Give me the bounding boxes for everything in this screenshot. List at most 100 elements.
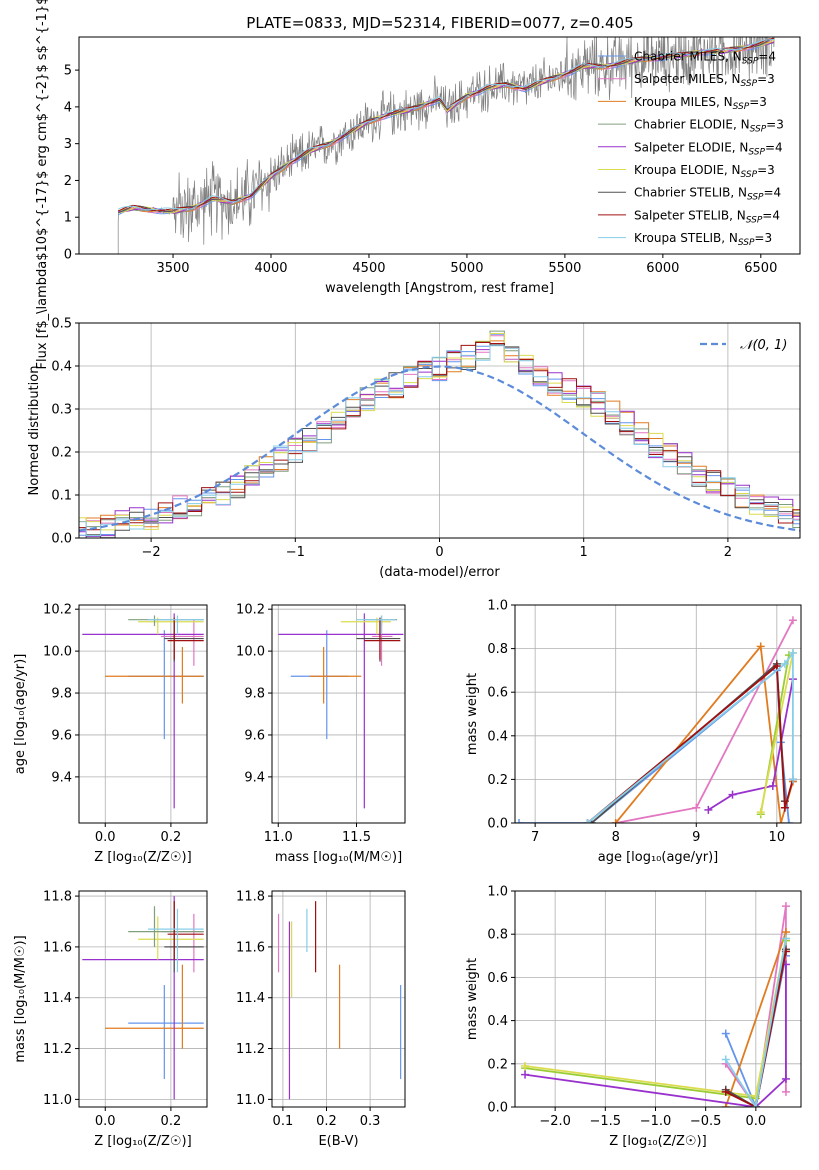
- x-tick-label: −1.5: [590, 1114, 622, 1129]
- age_vs_Z-panel: 0.0 0.2 9.4 9.6 9.8 10.0 10.2 Z [log₁₀(Z/Z☉)] ag…: [13, 603, 208, 865]
- y-tick-label: 11.4: [43, 991, 72, 1006]
- normal-curve: [79, 365, 800, 532]
- x-tick-label: −1.0: [640, 1114, 672, 1129]
- y-tick-label: 10.2: [43, 603, 72, 618]
- points: [82, 613, 204, 809]
- legend-entry: Chabrier MILES, NSSP=4: [634, 50, 776, 67]
- axes-frame: [78, 36, 801, 255]
- legend-entry: Salpeter ELODIE, NSSP=4: [634, 140, 783, 157]
- x-axis-label: age [log₁₀(age/yr)]: [598, 850, 719, 865]
- x-tick-label: 5000: [450, 261, 483, 276]
- y-tick-label: 0.4: [487, 729, 508, 744]
- x-tick-label: −2.0: [539, 1114, 571, 1129]
- spectrum-traces: [117, 37, 775, 254]
- mass_vs_Z-panel: 0.0 0.2 11.0 11.2 11.4 11.6 11.8 Z [log₁₀(Z/Z☉)…: [13, 890, 208, 1149]
- x-tick-label: 0.0: [745, 1114, 766, 1129]
- x-tick-label: 0.2: [161, 1114, 182, 1129]
- weight-line: [586, 664, 794, 823]
- weight-line: [524, 964, 787, 1107]
- y-axis-label: mass weight: [465, 673, 480, 755]
- weight-line: [724, 938, 787, 1107]
- x-axis-label: Z [log₁₀(Z/Z☉)]: [609, 1134, 706, 1149]
- x-tick-label: 6500: [744, 261, 777, 276]
- x-tick-label: 8: [612, 830, 620, 845]
- y-axis-label: mass [log₁₀(M/M☉)]: [13, 935, 28, 1062]
- x-tick-label: 9: [692, 830, 700, 845]
- x-tick-label: 5500: [548, 261, 581, 276]
- y-tick-label: 11.8: [236, 890, 265, 905]
- weight-line: [615, 619, 794, 823]
- y-tick-label: 10.0: [236, 645, 265, 660]
- axes-frame: [78, 604, 208, 824]
- panels: 3500 4000 4500 5000 5500 6000 6500 0 1 2 3 4 5 wavele…: [13, 0, 802, 1149]
- y-tick-label: 0.1: [51, 489, 72, 504]
- y-tick-label: 0.0: [487, 817, 508, 832]
- y-tick-label: 4: [64, 100, 72, 115]
- histograms: [79, 330, 800, 538]
- y-tick-label: 0.2: [51, 446, 72, 461]
- legend-entry: Chabrier ELODIE, NSSP=3: [634, 118, 784, 135]
- histogram-steps: [79, 342, 800, 531]
- x-axis-label: (data-model)/error: [379, 565, 500, 580]
- residuals-panel: −2 −1 0 1 2 0.0 0.1 0.2 0.3 0.4 0.5 (data-model)/er…: [27, 317, 801, 580]
- legend-entry: Chabrier STELIB, NSSP=4: [634, 186, 781, 203]
- weight-line: [759, 652, 794, 813]
- y-tick-label: 11.4: [236, 991, 265, 1006]
- x-tick-label: 0.2: [316, 1114, 337, 1129]
- x-tick-label: 0.1: [273, 1114, 294, 1129]
- x-tick-label: 2: [724, 545, 732, 560]
- y-tick-label: 11.6: [236, 940, 265, 955]
- x-axis-label: mass [log₁₀(M/M☉)]: [275, 850, 402, 865]
- weight-line: [725, 951, 787, 1107]
- x-tick-label: 4000: [254, 261, 287, 276]
- figure-title: PLATE=0833, MJD=52314, FIBERID=0077, z=0…: [246, 14, 633, 32]
- y-tick-label: 9.6: [51, 728, 72, 743]
- weight_vs_Z-panel: −2.0 −1.5 −1.0 −0.5 0.0 0.0 0.2 0.4 0.6 0.8 1.0 Z […: [465, 885, 802, 1149]
- y-tick-label: 11.6: [43, 940, 72, 955]
- x-axis-label: Z [log₁₀(Z/Z☉)]: [94, 850, 191, 865]
- x-tick-label: 0.0: [95, 830, 116, 845]
- x-tick-label: 0.0: [95, 1114, 116, 1129]
- x-tick-label: 4500: [352, 261, 385, 276]
- y-tick-label: 5: [64, 64, 72, 79]
- y-tick-label: 0.4: [487, 1014, 508, 1029]
- x-axis-label: wavelength [Angstrom, rest frame]: [325, 281, 554, 296]
- x-tick-label: 7: [531, 830, 539, 845]
- x-tick-label: −0.5: [690, 1114, 722, 1129]
- y-tick-label: 11.0: [236, 1093, 265, 1108]
- legend-entry: Salpeter STELIB, NSSP=4: [634, 208, 780, 225]
- x-tick-label: 0: [435, 545, 443, 560]
- y-tick-label: 1: [64, 211, 72, 226]
- y-tick-label: 9.6: [244, 728, 265, 743]
- x-tick-label: 11.0: [264, 830, 293, 845]
- x-tick-label: 0.3: [360, 1114, 381, 1129]
- y-tick-label: 3: [64, 137, 72, 152]
- axes-frame: [78, 322, 801, 539]
- series: [515, 616, 797, 823]
- y-tick-label: 0.0: [487, 1101, 508, 1116]
- y-tick-label: 0.6: [487, 686, 508, 701]
- y-tick-label: 11.2: [43, 1042, 72, 1057]
- axes-frame: [78, 890, 208, 1108]
- y-tick-label: 11.2: [236, 1042, 265, 1057]
- x-axis-label: Z [log₁₀(Z/Z☉)]: [94, 1134, 191, 1149]
- age_vs_mass-panel: 11.0 11.5 9.4 9.6 9.8 10.0 10.2 mass [log₁₀(M/M…: [236, 603, 406, 865]
- y-tick-label: 9.8: [244, 687, 265, 702]
- points: [82, 896, 204, 1100]
- x-axis-label: E(B-V): [318, 1134, 358, 1149]
- x-tick-label: −1: [286, 545, 305, 560]
- y-tick-label: 1.0: [487, 599, 508, 614]
- y-tick-label: 2: [64, 174, 72, 189]
- histogram-steps: [79, 340, 800, 528]
- x-tick-label: 10: [769, 830, 786, 845]
- points: [278, 613, 404, 809]
- y-axis-label: age [log₁₀(age/yr)]: [13, 654, 28, 775]
- y-tick-label: 0.8: [487, 928, 508, 943]
- x-tick-label: 0.2: [161, 830, 182, 845]
- y-tick-label: 9.4: [244, 770, 265, 785]
- legend-entry: Kroupa ELODIE, NSSP=3: [634, 163, 775, 180]
- legend-entry: Salpeter MILES, NSSP=3: [634, 72, 775, 89]
- axes-frame: [271, 604, 406, 824]
- x-tick-label: 6000: [646, 261, 679, 276]
